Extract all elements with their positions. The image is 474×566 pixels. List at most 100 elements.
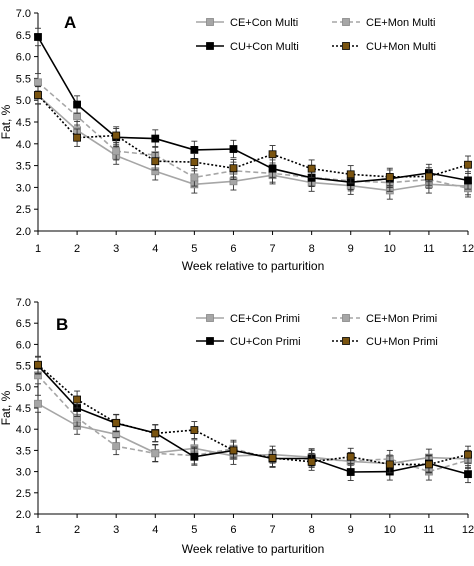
y-tick-label: 2.0 [16,509,31,521]
data-point [346,468,355,476]
data-point [73,395,81,404]
x-tick-label: 7 [269,243,275,255]
y-tick-label: 2.0 [16,226,31,238]
series-line [37,364,469,466]
y-tick-label: 6.5 [16,30,31,42]
data-point [464,470,472,479]
data-point [151,157,160,166]
series-line [37,365,469,475]
x-tick-label: 1 [35,243,41,255]
series-1 [34,366,472,481]
y-tick-label: 4.5 [16,117,31,129]
x-tick-label: 9 [348,524,354,536]
x-tick-label: 1 [35,524,41,536]
data-point [190,173,199,182]
data-point [268,164,277,173]
data-point [190,426,199,434]
x-tick-label: 3 [113,243,119,255]
x-tick-label: 2 [74,243,80,255]
series-line [37,374,469,473]
series-line [37,36,469,184]
y-tick-label: 5.0 [16,382,31,394]
data-point [73,100,81,109]
series-line [37,94,469,178]
y-tick-label: 4.5 [16,403,31,415]
y-tick-label: 6.5 [16,318,31,330]
y-tick-label: 5.0 [16,95,31,107]
data-point [464,176,472,185]
x-tick-label: 2 [74,524,80,536]
legend-marker [206,42,214,50]
data-point [229,145,238,153]
data-point [190,452,199,461]
x-tick-label: 5 [191,524,197,536]
legend-marker [206,314,214,322]
legend-label: CU+Con Primi [230,336,301,348]
data-point [34,360,42,369]
x-tick-label: 8 [309,524,315,536]
data-point [112,442,121,451]
y-tick-label: 3.0 [16,467,31,479]
y-axis-title: Fat, % [0,390,13,425]
x-tick-label: 11 [423,524,434,536]
x-tick-label: 3 [113,524,119,536]
data-point [112,418,121,427]
y-tick-label: 5.5 [16,361,31,373]
data-point [151,449,160,458]
x-tick-label: 10 [384,243,396,255]
data-point [268,150,277,159]
series-3 [34,355,472,474]
x-tick-label: 4 [152,243,158,255]
data-point [190,158,199,167]
data-point [385,460,394,469]
y-tick-label: 7.0 [16,8,31,20]
data-point [34,78,42,87]
legend-label: CU+Mon Primi [366,336,438,348]
data-point [464,450,472,459]
data-point [151,429,160,438]
data-point [268,454,277,462]
y-tick-label: 2.5 [16,488,31,500]
legend-marker [342,18,350,26]
x-tick-label: 6 [230,524,236,536]
data-point [307,164,316,173]
series-line [37,81,469,190]
y-tick-label: 6.0 [16,339,31,351]
legend-label: CU+Mon Multi [366,41,436,53]
series-0 [34,394,472,473]
x-tick-label: 5 [191,243,197,255]
x-tick-label: 4 [152,524,158,536]
data-point [112,131,121,140]
data-point [73,133,81,142]
legend: CE+Con Primi CE+Mon Primi CU+Con Primi CU+M… [196,313,438,348]
y-tick-label: 3.5 [16,161,31,173]
data-point [346,452,355,461]
series-3 [34,85,472,187]
legend-marker [342,314,350,322]
x-tick-label: 7 [269,524,275,536]
data-point [385,173,394,181]
data-point [190,146,199,154]
data-point [307,457,316,466]
y-tick-label: 3.5 [16,445,31,457]
y-tick-label: 4.0 [16,424,31,436]
data-point [229,164,238,173]
y-tick-label: 3.0 [16,182,31,194]
x-tick-label: 12 [462,524,474,536]
series-line [37,94,469,192]
y-tick-label: 5.5 [16,73,31,85]
x-axis-title: Week relative to parturition [182,259,325,273]
x-tick-label: 11 [423,243,434,255]
legend-label: CE+Mon Multi [366,17,435,29]
x-tick-label: 6 [230,243,236,255]
panel-a: 2.02.53.03.54.04.55.05.56.06.57.01 2 3 4 5 6 7… [0,8,474,273]
x-tick-label: 12 [462,243,474,255]
legend-label: CE+Con Multi [230,17,298,29]
x-tick-label: 9 [348,243,354,255]
panel-label: A [64,13,76,32]
data-point [464,160,472,169]
data-point [34,399,42,408]
y-tick-label: 6.0 [16,52,31,64]
legend-marker [206,18,214,26]
